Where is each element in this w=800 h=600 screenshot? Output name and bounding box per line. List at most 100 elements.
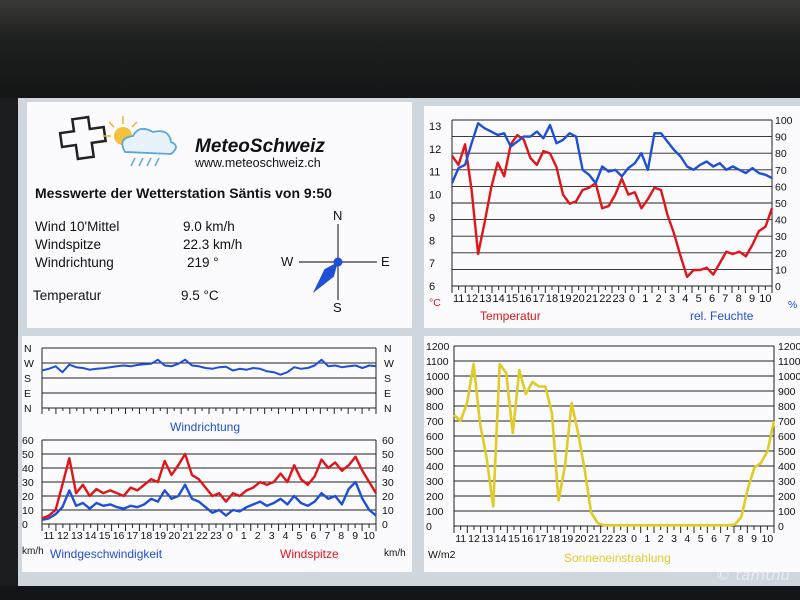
windspeed-x-label: 7 — [324, 530, 330, 542]
temp-y-tick-right: 100 — [775, 115, 793, 127]
solar-radiation-legend: Sonneneinstrahlung — [564, 551, 671, 565]
solar-y-tick-left: 900 — [426, 386, 444, 398]
temp-x-label: 1 — [642, 293, 648, 305]
compass-west: W — [281, 254, 294, 269]
solar-x-label: 19 — [561, 533, 573, 545]
winddir-y-tick-left: E — [24, 388, 31, 400]
windspeed-x-label: 16 — [113, 530, 125, 542]
solar-y-tick-left: 600 — [426, 431, 444, 443]
swiss-cross-icon — [58, 115, 108, 161]
windspeed-y-tick-right: 40 — [382, 463, 394, 475]
solar-y-tick-right: 700 — [778, 416, 796, 428]
solar-y-tick-left: 1100 — [426, 356, 449, 368]
humidity-legend: rel. Feuchte — [690, 309, 754, 323]
wind-charts: NWSENNWSENWindrichtung010203040506001020… — [22, 343, 406, 561]
measure-value-wind-dir: 219 ° — [187, 255, 219, 270]
wind-direction-series-line — [41, 358, 377, 376]
solar-y-tick-left: 500 — [426, 446, 444, 458]
temp-y-tick-right: 0 — [775, 281, 781, 293]
measure-value-wind-gust: 22.3 km/h — [183, 237, 243, 252]
measure-label-wind-dir: Windrichtung — [35, 255, 114, 270]
measure-label-temp: Temperatur — [33, 288, 102, 303]
windspeed-x-label: 10 — [363, 530, 375, 542]
windspeed-x-label: 20 — [168, 530, 180, 542]
solar-y-tick-left: 300 — [426, 476, 444, 488]
windspeed-x-label: 3 — [269, 530, 275, 542]
windspeed-x-label: 4 — [283, 530, 289, 542]
windspeed-y-unit-right: km/h — [384, 548, 406, 559]
temp-y-tick-right: 30 — [775, 231, 787, 243]
winddir-y-tick-left: W — [24, 358, 34, 370]
solar-x-label: 1 — [644, 533, 650, 545]
winddir-y-tick-left: N — [24, 343, 32, 355]
rain-icon — [130, 157, 160, 167]
solar-y-tick-right: 1200 — [778, 341, 800, 353]
windspeed-x-label: 21 — [182, 530, 194, 542]
temp-x-label: 12 — [466, 293, 478, 305]
solar-y-tick-right: 100 — [778, 506, 796, 518]
solar-x-label: 21 — [588, 533, 600, 545]
temperature-series-line — [451, 133, 774, 279]
windspeed-y-tick-left: 60 — [22, 435, 34, 447]
solar-y-tick-right: 0 — [778, 521, 784, 533]
monitor-bezel-bottom — [0, 586, 800, 600]
temp-x-label: 15 — [506, 293, 518, 305]
windspeed-x-label: 12 — [57, 530, 69, 542]
temp-y-tick-right: 10 — [775, 264, 787, 276]
solar-x-label: 3 — [671, 533, 677, 545]
temp-y-tick-right: 50 — [775, 198, 787, 210]
windspeed-y-unit-left: km/h — [22, 546, 44, 557]
temp-x-label: 3 — [669, 293, 675, 305]
solar-y-tick-left: 700 — [426, 416, 444, 428]
windspeed-y-tick-left: 20 — [22, 491, 34, 503]
windspeed-y-tick-right: 60 — [382, 435, 394, 447]
temp-y-tick-right: 90 — [775, 132, 787, 144]
windspeed-y-tick-left: 0 — [22, 519, 28, 531]
solar-y-tick-left: 1200 — [426, 341, 450, 353]
windspeed-x-label: 6 — [310, 530, 316, 542]
temp-y-tick-right: 70 — [775, 165, 787, 177]
solar-y-tick-left: 1000 — [426, 371, 450, 383]
solar-y-tick-right: 400 — [778, 461, 796, 473]
temp-x-label: 21 — [586, 293, 598, 305]
photo-watermark: © tamthu — [715, 566, 790, 584]
temperature-legend: Temperatur — [480, 309, 541, 323]
temp-x-label: 16 — [519, 293, 531, 305]
temp-x-label: 19 — [559, 293, 571, 305]
temp-y-tick-left: 6 — [429, 281, 435, 293]
temp-x-label: 14 — [493, 293, 505, 305]
solar-y-tick-left: 800 — [426, 401, 444, 413]
windspeed-x-label: 15 — [99, 530, 111, 542]
temp-x-label: 20 — [573, 293, 585, 305]
windspeed-x-label: 8 — [338, 530, 344, 542]
temp-x-label: 9 — [749, 293, 755, 305]
compass-south: S — [333, 300, 342, 315]
solar-x-label: 0 — [631, 533, 637, 545]
solar-x-label: 12 — [468, 533, 480, 545]
temp-x-label: 11 — [453, 293, 464, 305]
winddir-y-tick-right: N — [384, 403, 392, 415]
windspeed-x-label: 11 — [44, 530, 55, 542]
solar-y-tick-left: 400 — [426, 461, 444, 473]
solar-y-tick-left: 0 — [426, 521, 432, 533]
wind-gust-legend: Windspitze — [280, 547, 339, 561]
monitor-bezel-top — [0, 0, 800, 98]
windspeed-x-label: 1 — [241, 530, 247, 542]
temp-y-tick-right: 40 — [775, 215, 787, 227]
solar-y-tick-right: 900 — [778, 386, 796, 398]
solar-y-tick-right: 1000 — [778, 371, 800, 383]
windspeed-y-tick-left: 10 — [22, 505, 34, 517]
solar-y-tick-left: 100 — [426, 506, 444, 518]
brand-url[interactable]: www.meteoschweiz.ch — [195, 156, 321, 170]
solar-y-unit-left: W/m2 — [428, 549, 456, 561]
temp-x-label: 22 — [599, 293, 611, 305]
windspeed-y-tick-right: 20 — [382, 491, 394, 503]
temp-x-label: 7 — [722, 293, 728, 305]
info-panel: MeteoSchweiz www.meteoschweiz.ch Messwer… — [27, 102, 412, 328]
solar-x-label: 4 — [684, 533, 690, 545]
temp-x-label: 17 — [533, 293, 545, 305]
winddir-y-tick-left: S — [24, 373, 31, 385]
temp-x-label: 6 — [709, 293, 715, 305]
windspeed-y-tick-right: 0 — [382, 519, 388, 531]
winddir-y-tick-left: N — [24, 403, 32, 415]
